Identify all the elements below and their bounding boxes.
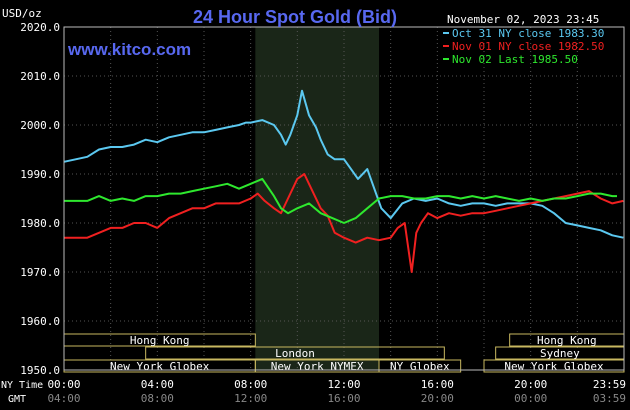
y-tick-label: 1980.0 xyxy=(20,217,60,230)
series-line xyxy=(63,89,624,239)
x-tick-label-ny: 04:00 xyxy=(141,378,174,391)
y-tick-label: 1960.0 xyxy=(20,315,60,328)
y-axis-ticks: 2020.0 2010.0 2000.0 1990.0 1980.0 1970.0 1960… xyxy=(20,21,60,377)
x-tick-label-ny: 20:00 xyxy=(514,378,547,391)
legend-entry: Nov 02 Last 1985.50 xyxy=(452,53,578,66)
session-label: Hong Kong xyxy=(130,334,190,347)
y-axis-unit-label: USD/oz xyxy=(2,7,42,20)
legend-entry: Nov 01 NY close 1982.50 xyxy=(452,40,604,53)
y-tick-label: 2010.0 xyxy=(20,70,60,83)
source-watermark: www.kitco.com xyxy=(67,40,191,59)
x-axis-gmt-label: GMT xyxy=(8,394,26,405)
y-tick-label: 1950.0 xyxy=(20,364,60,377)
x-tick-label-gmt: 04:00 xyxy=(47,392,80,405)
x-tick-label-ny: 23:59 xyxy=(593,378,626,391)
session-label: New York Globex xyxy=(110,360,210,373)
x-axis-ticks: 00:00 04:00 08:00 12:00 16:00 20:00 23:5904:00… xyxy=(47,378,626,405)
x-tick-label-gmt: 16:00 xyxy=(327,392,360,405)
x-tick-label-gmt: 00:00 xyxy=(514,392,547,405)
session-bar xyxy=(145,346,445,360)
x-axis-ny-label: NY Time xyxy=(1,380,43,391)
x-tick-label-gmt: 12:00 xyxy=(234,392,267,405)
y-tick-label: 2000.0 xyxy=(20,119,60,132)
date-label: November 02, 2023 23:45 xyxy=(447,13,599,26)
highlight-band xyxy=(255,27,379,370)
x-tick-label-ny: 08:00 xyxy=(234,378,267,391)
session-label: New York Globex xyxy=(504,360,604,373)
price-series xyxy=(63,89,624,273)
plot-border xyxy=(63,26,625,371)
session-label: Sydney xyxy=(540,347,580,360)
legend-entry: Oct 31 NY close 1983.30 xyxy=(452,27,604,40)
x-tick-label-gmt: 08:00 xyxy=(141,392,174,405)
series-line xyxy=(64,177,617,224)
series-line xyxy=(64,173,624,273)
y-tick-label: 1970.0 xyxy=(20,266,60,279)
session-label: NY Globex xyxy=(390,360,450,373)
session-label: Hong Kong xyxy=(537,334,597,347)
x-tick-label-ny: 12:00 xyxy=(327,378,360,391)
session-label: London xyxy=(275,347,315,360)
x-tick-label-ny: 00:00 xyxy=(47,378,80,391)
x-tick-label-gmt: 20:00 xyxy=(421,392,454,405)
x-tick-label-ny: 16:00 xyxy=(421,378,454,391)
nymex-highlight-band xyxy=(255,27,379,370)
y-tick-label: 1990.0 xyxy=(20,168,60,181)
chart-title: 24 Hour Spot Gold (Bid) xyxy=(193,7,397,27)
x-tick-label-gmt: 03:59 xyxy=(593,392,626,405)
session-label: New York NYMEX xyxy=(271,360,364,373)
session-bar xyxy=(378,359,462,373)
y-tick-label: 2020.0 xyxy=(20,21,60,34)
